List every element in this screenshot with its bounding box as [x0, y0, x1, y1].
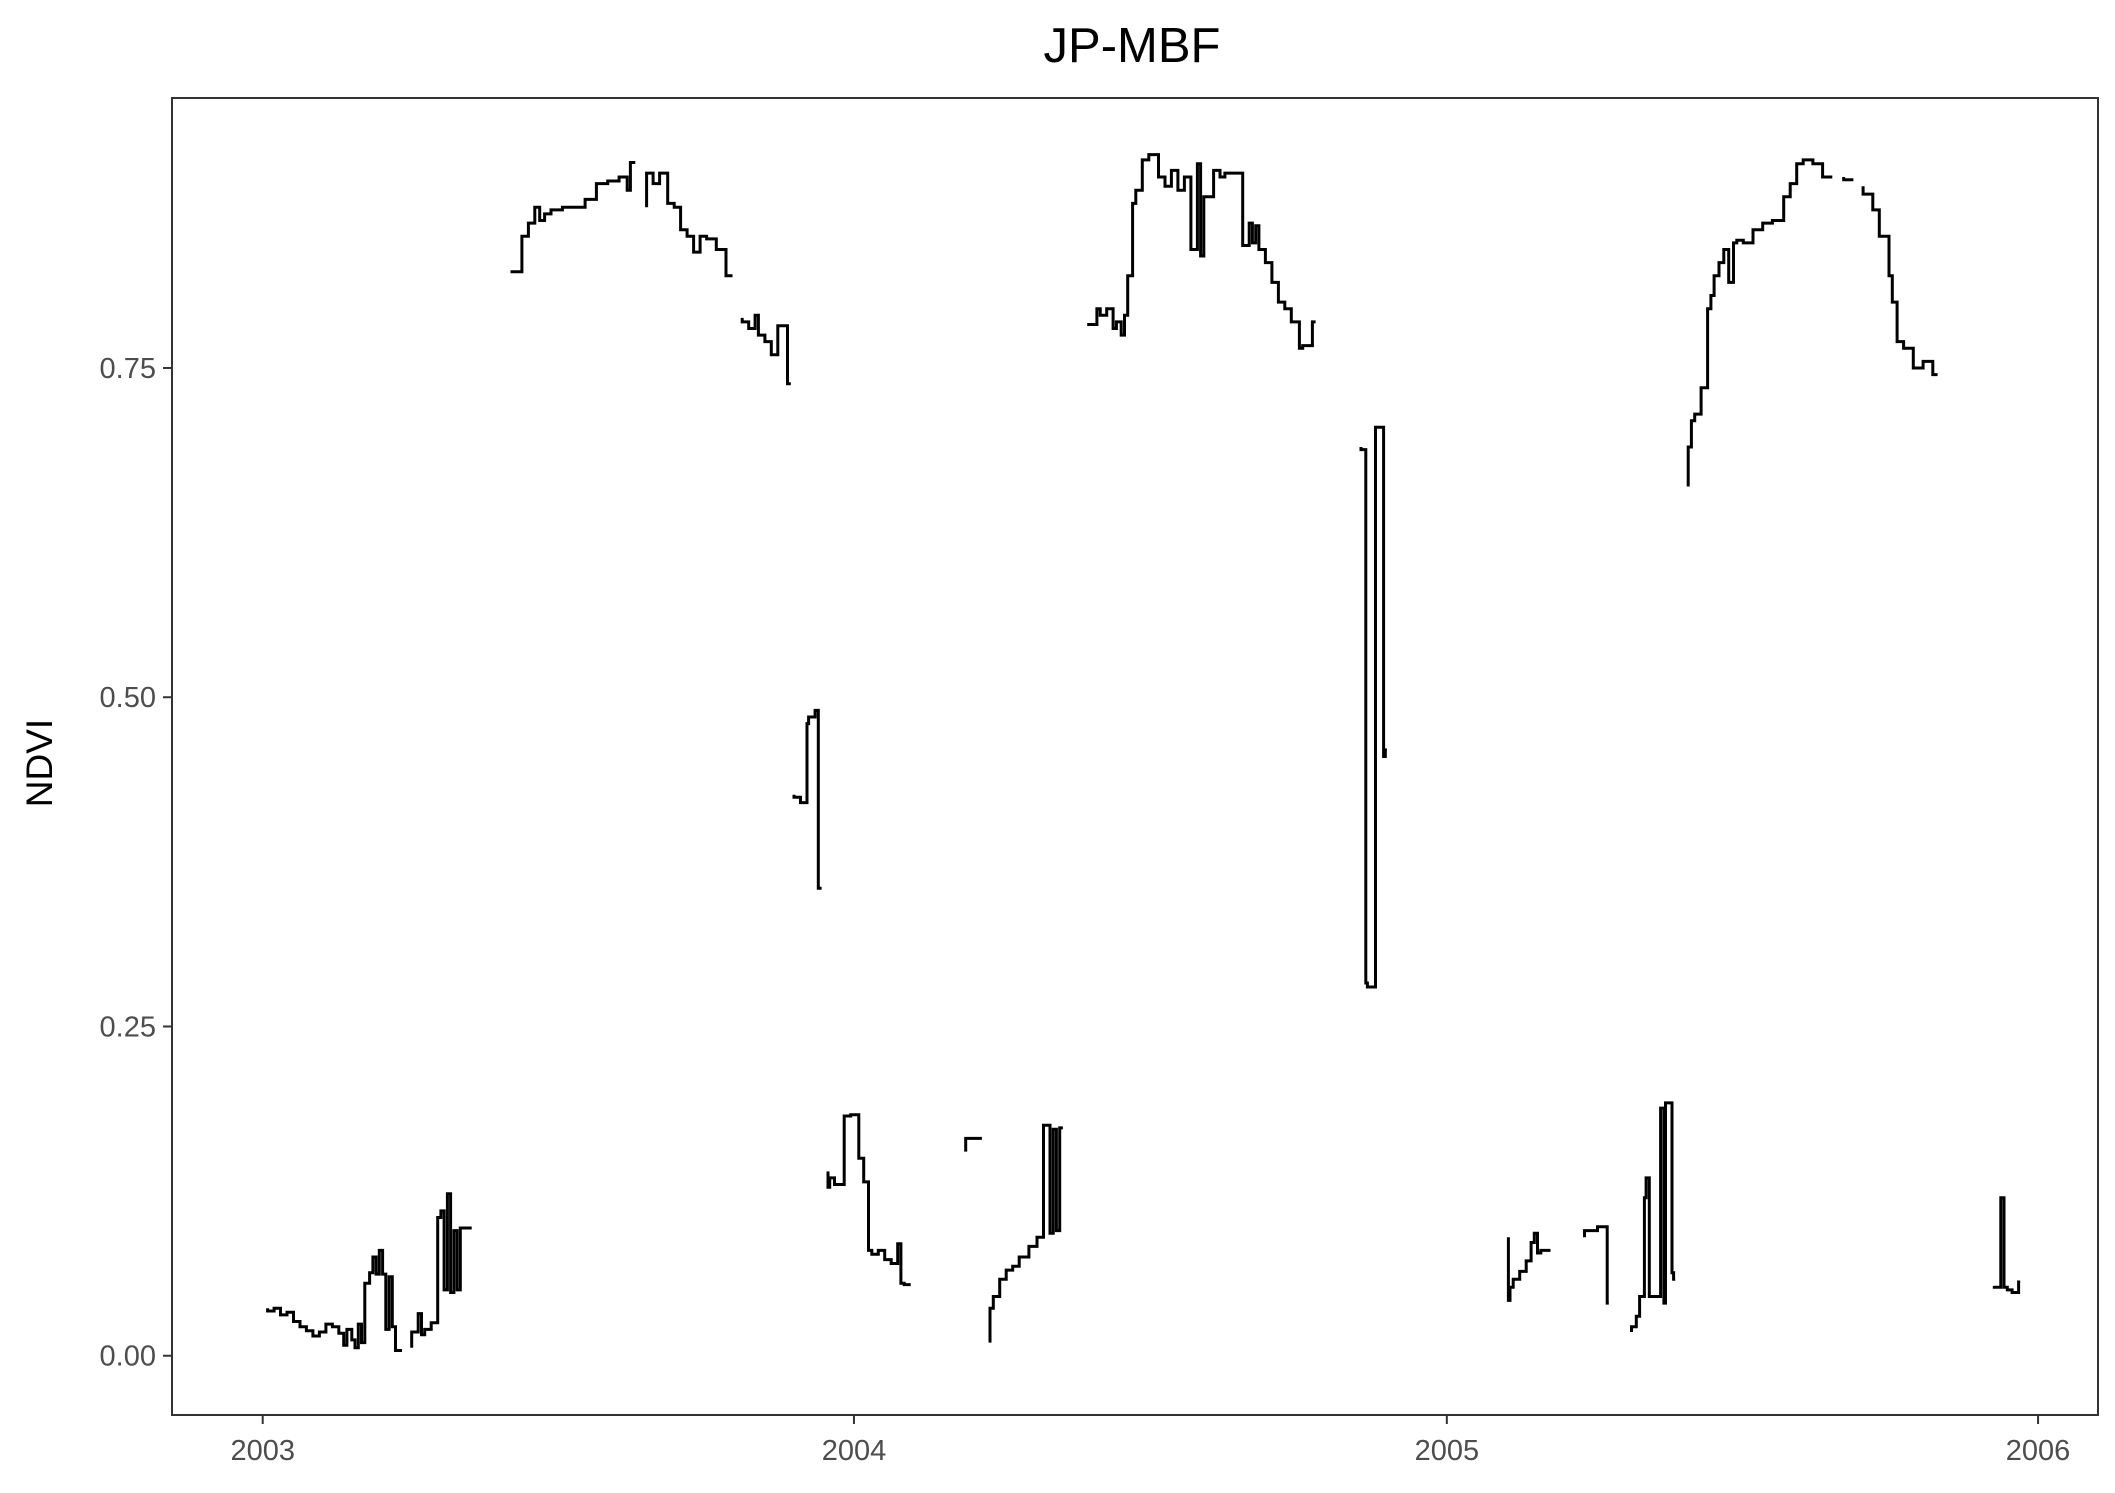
ndvi-line-segment-11: [1359, 425, 1387, 989]
ndvi-line-segment-4: [645, 171, 733, 278]
ndvi-line-segment-16: [1842, 177, 1854, 182]
chart-title: JP-MBF: [1044, 19, 1221, 73]
ndvi-line-segment-3: [510, 161, 636, 274]
ndvi-line-segment-13: [1583, 1225, 1609, 1305]
ndvi-line-segment-5: [740, 313, 791, 386]
x-tick-label-3: 2006: [2006, 1435, 2071, 1467]
ndvi-line-segment-6: [792, 708, 822, 890]
ndvi-line-segment-18: [1992, 1196, 2021, 1294]
y-tick-label-0: 0.00: [100, 1341, 156, 1373]
ndvi-line-segment-8: [964, 1136, 982, 1152]
y-tick-label-3: 0.75: [100, 353, 156, 385]
panel-border: [171, 97, 2099, 1416]
ndvi-line-segment-12: [1506, 1231, 1551, 1302]
ndvi-line-segment-15: [1686, 158, 1833, 487]
ndvi-line-segment-1: [266, 1248, 402, 1352]
ndvi-line-segment-14: [1630, 1101, 1676, 1332]
y-tick-label-2: 0.50: [100, 682, 156, 714]
ndvi-series: [266, 153, 2021, 1352]
ndvi-line-segment-9: [988, 1123, 1063, 1343]
ndvi-line-segment-2: [410, 1192, 472, 1348]
x-tick-label-1: 2004: [822, 1435, 887, 1467]
y-tick-label-1: 0.25: [100, 1011, 156, 1043]
x-axis: 2003 2004 2005 2006: [230, 1415, 2070, 1467]
ndvi-line-segment-10: [1087, 153, 1316, 350]
ndvi-line-segment-7: [826, 1113, 911, 1287]
y-axis: 0.00 0.25 0.50 0.75: [100, 353, 172, 1373]
x-tick-label-2: 2005: [1415, 1435, 1480, 1467]
y-axis-title: NDVI: [19, 719, 60, 807]
ndvi-line-segment-17: [1861, 186, 1938, 377]
x-tick-label-0: 2003: [230, 1435, 295, 1467]
